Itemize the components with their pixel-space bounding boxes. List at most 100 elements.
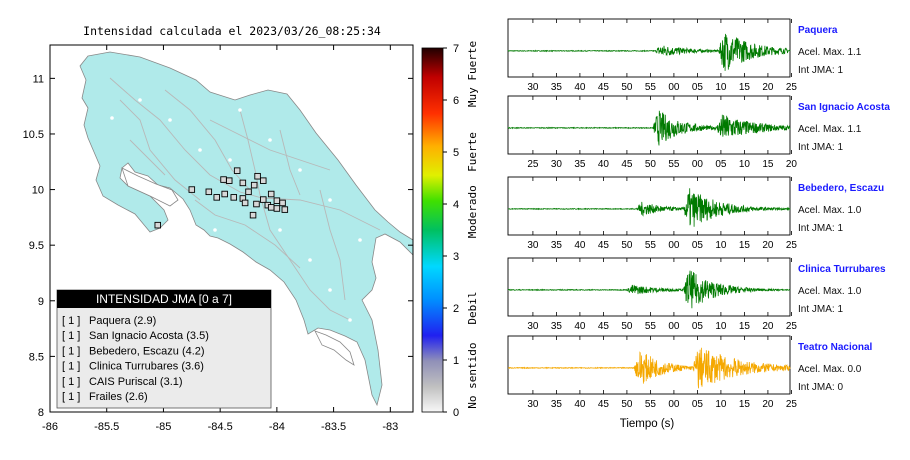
time-tick-label: 15 bbox=[739, 399, 751, 410]
time-tick-label: 55 bbox=[645, 321, 657, 332]
time-tick-label: 25 bbox=[786, 399, 798, 410]
intensity-legend: INTENSIDAD JMA [0 a 7] [ 1 ] Paquera (2.9… bbox=[56, 289, 272, 409]
colorbar-ticks: 0 1 2 3 4 5 6 7 bbox=[443, 43, 459, 419]
station-acceleration: Acel. Max. 1.0 bbox=[798, 205, 862, 216]
time-tick-label: 30 bbox=[527, 82, 539, 93]
waveform-panel: 30 35 40 45 50 55 00 05 10 15 20 25 Clinica Turrubar… bbox=[507, 257, 886, 332]
lat-tick-label: 10 bbox=[32, 185, 44, 197]
time-axis-label: Tiempo (s) bbox=[620, 418, 675, 430]
time-tick-label: 30 bbox=[527, 240, 539, 251]
time-tick-label: 30 bbox=[527, 399, 539, 410]
station-marker bbox=[205, 188, 213, 196]
colorbar-category-label: Moderado bbox=[466, 185, 479, 238]
time-tick-label: 50 bbox=[621, 240, 633, 251]
legend-item-label: Clinica Turrubares (3.6) bbox=[89, 361, 204, 373]
station-markers bbox=[154, 167, 289, 229]
time-tick-label: 00 bbox=[668, 321, 680, 332]
time-tick-label: 00 bbox=[668, 399, 680, 410]
colorbar-tick-label: 5 bbox=[453, 147, 459, 159]
waveform-panel: 30 35 40 45 50 55 00 05 10 15 20 25 Teatro Nacional A… bbox=[507, 335, 872, 410]
time-tick-label: 10 bbox=[715, 321, 727, 332]
station-name: San Ignacio Acosta bbox=[798, 102, 890, 113]
station-marker bbox=[260, 177, 267, 184]
station-marker bbox=[273, 205, 281, 212]
colorbar-tick-label: 1 bbox=[453, 355, 459, 367]
map-title: Intensidad calculada el 2023/03/26_08:25… bbox=[83, 24, 381, 38]
station-marker bbox=[279, 199, 286, 207]
time-tick-label: 05 bbox=[692, 399, 704, 410]
station-marker bbox=[225, 177, 233, 184]
station-name: Bebedero, Escazu bbox=[798, 183, 884, 194]
time-tick-label: 25 bbox=[786, 82, 798, 93]
station-marker bbox=[230, 194, 238, 201]
time-tick-label: 40 bbox=[598, 159, 610, 170]
time-tick-label: 50 bbox=[621, 82, 633, 93]
waveform-frame bbox=[507, 18, 791, 78]
time-tick-label: 10 bbox=[715, 240, 727, 251]
station-marker bbox=[220, 176, 227, 183]
station-acceleration: Acel. Max. 1.1 bbox=[798, 124, 862, 135]
map-longitude-ticks: -86 -85.5 -85 -84.5 -84 -83.5 -83 bbox=[42, 45, 398, 433]
waveform-panel: 25 30 35 40 45 50 55 00 05 10 15 20 San Ignacio Acos… bbox=[507, 95, 890, 170]
time-tick-label: 25 bbox=[527, 159, 539, 170]
legend-item-label: San Ignacio Acosta (3.5) bbox=[89, 330, 209, 342]
waveform-panel: 30 35 40 45 50 55 00 05 10 15 20 25 Bebedero, Escazu… bbox=[507, 176, 884, 251]
colorbar-category-label: Fuerte bbox=[466, 132, 479, 172]
colorbar-category-label: No sentido bbox=[466, 342, 479, 408]
time-tick-label: 05 bbox=[692, 321, 704, 332]
waveform-trace bbox=[508, 347, 791, 389]
time-tick-label: 05 bbox=[692, 240, 704, 251]
time-tick-label: 10 bbox=[715, 399, 727, 410]
legend-item-level: [ 1 ] bbox=[62, 315, 80, 327]
waveform-trace bbox=[507, 33, 791, 71]
time-tick-label: 10 bbox=[739, 159, 751, 170]
station-marker bbox=[250, 181, 258, 189]
map-latitude-ticks: 8 8.5 9 9.5 10 10.5 11 bbox=[23, 73, 413, 419]
lat-tick-label: 8.5 bbox=[29, 351, 44, 363]
station-marker bbox=[249, 211, 257, 219]
time-tick-label: 00 bbox=[668, 240, 680, 251]
waveform-trace bbox=[507, 270, 791, 309]
station-marker bbox=[188, 186, 196, 193]
station-acceleration: Acel. Max. 0.0 bbox=[798, 364, 862, 375]
time-tick-label: 15 bbox=[762, 159, 774, 170]
station-marker bbox=[273, 197, 281, 204]
time-tick-label: 15 bbox=[739, 82, 751, 93]
time-tick-label: 50 bbox=[645, 159, 657, 170]
intensity-colorbar: 0 1 2 3 4 5 6 7 No sentido Debil Moderado Fuerte Mu… bbox=[421, 41, 479, 419]
station-intensity: Int JMA: 0 bbox=[798, 382, 843, 393]
lon-tick-label: -83 bbox=[382, 421, 398, 433]
lat-tick-label: 9 bbox=[38, 296, 44, 308]
time-tick-label: 35 bbox=[551, 321, 563, 332]
time-tick-label: 45 bbox=[598, 240, 610, 251]
colorbar-tick-label: 0 bbox=[453, 407, 459, 419]
station-marker bbox=[254, 172, 261, 180]
legend-title: INTENSIDAD JMA [0 a 7] bbox=[96, 292, 232, 306]
time-tick-label: 55 bbox=[668, 159, 680, 170]
time-tick-label: 05 bbox=[692, 82, 704, 93]
colorbar-category-label: Debil bbox=[466, 291, 479, 324]
station-marker bbox=[221, 190, 228, 198]
colorbar-tick-label: 2 bbox=[453, 303, 459, 315]
time-tick-label: 20 bbox=[762, 240, 774, 251]
station-marker bbox=[233, 167, 241, 174]
station-marker bbox=[245, 188, 252, 196]
time-tick-label: 50 bbox=[621, 399, 633, 410]
intensity-map: Intensidad calculada el 2023/03/26_08:25… bbox=[23, 24, 414, 433]
colorbar-tick-label: 4 bbox=[453, 199, 459, 211]
time-tick-label: 20 bbox=[786, 159, 798, 170]
time-tick-label: 20 bbox=[762, 399, 774, 410]
time-tick-label: 40 bbox=[574, 82, 586, 93]
time-tick-label: 45 bbox=[598, 399, 610, 410]
legend-item-label: Paquera (2.9) bbox=[89, 315, 156, 327]
time-tick-label: 45 bbox=[621, 159, 633, 170]
legend-item-level: [ 1 ] bbox=[62, 391, 80, 403]
legend-item-label: Bebedero, Escazu (4.2) bbox=[89, 345, 205, 357]
station-acceleration: Acel. Max. 1.1 bbox=[798, 47, 862, 58]
station-marker bbox=[281, 206, 289, 213]
time-tick-label: 25 bbox=[786, 321, 798, 332]
time-tick-label: 30 bbox=[551, 159, 563, 170]
colorbar-categories: No sentido Debil Moderado Fuerte Muy Fuerte bbox=[466, 41, 479, 409]
city-dots bbox=[110, 98, 362, 322]
